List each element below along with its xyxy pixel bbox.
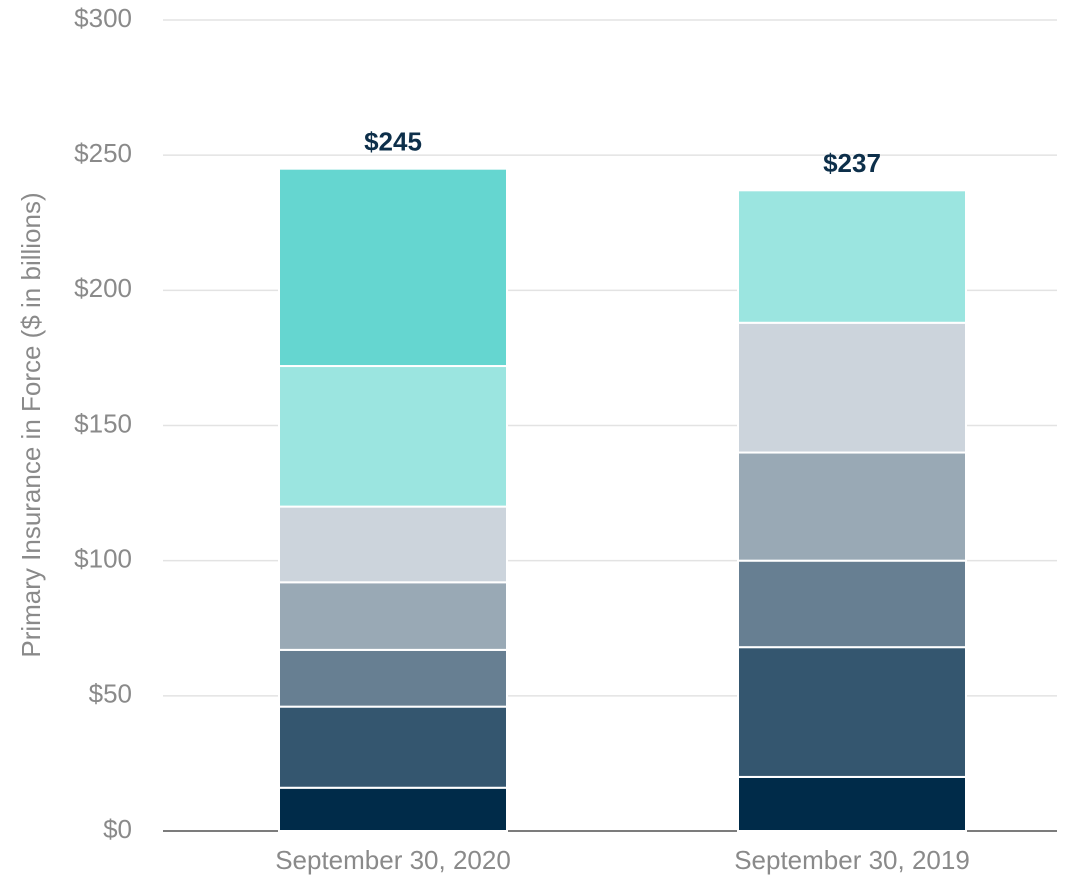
bar-segment bbox=[737, 559, 967, 649]
y-tick-label: $0 bbox=[103, 814, 132, 844]
total-label: $237 bbox=[823, 148, 881, 178]
bar-segment bbox=[278, 167, 508, 368]
bar-segment bbox=[278, 505, 508, 584]
bar-segment bbox=[278, 648, 508, 708]
total-label: $245 bbox=[364, 127, 422, 157]
bar-segment bbox=[278, 581, 508, 651]
bar-segment bbox=[737, 775, 967, 833]
bar-segment bbox=[278, 786, 508, 832]
y-tick-label: $50 bbox=[89, 679, 132, 709]
y-tick-label: $150 bbox=[74, 408, 132, 438]
y-tick-label: $300 bbox=[74, 3, 132, 33]
x-tick-label: September 30, 2020 bbox=[275, 845, 511, 875]
y-tick-label: $100 bbox=[74, 544, 132, 574]
bar-segment bbox=[278, 365, 508, 508]
y-axis-label: Primary Insurance in Force ($ in billion… bbox=[16, 192, 46, 657]
bar-segment bbox=[737, 451, 967, 562]
bar-segment bbox=[737, 189, 967, 324]
bar-segment bbox=[737, 646, 967, 778]
bar-segment bbox=[737, 321, 967, 454]
y-tick-label: $200 bbox=[74, 273, 132, 303]
y-tick-label: $250 bbox=[74, 138, 132, 168]
x-tick-label: September 30, 2019 bbox=[734, 845, 970, 875]
bar-segment bbox=[278, 705, 508, 789]
